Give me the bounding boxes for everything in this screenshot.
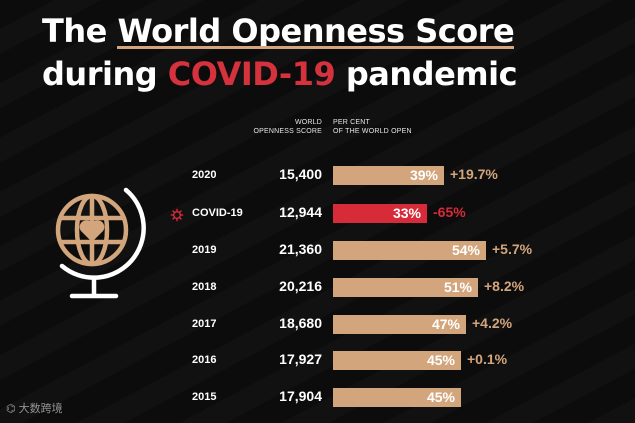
chart-row: 2015 17,904 45% [0,387,635,409]
percent-bar: 33% [333,204,427,223]
chart-row: 2020 15,400 39% +19.7% [0,165,635,187]
title-prefix: The [42,12,118,50]
row-label: 2018 [192,281,217,293]
watermark: ⌬ 大数跨境 [6,400,63,416]
chart-row: 2019 21,360 54% +5.7% [0,240,635,262]
title-covid-highlight: COVID-19 [167,55,336,93]
percent-bar: 45% [333,388,461,407]
chart-row: 2017 18,680 47% +4.2% [0,314,635,336]
chart-row: 2016 17,927 45% +0.1% [0,350,635,372]
openness-score-value: 15,400 [279,166,322,182]
openness-score-value: 17,927 [279,351,322,367]
row-label: 2019 [192,244,217,256]
change-label: +4.2% [472,315,513,331]
percent-bar: 51% [333,278,478,297]
openness-score-value: 21,360 [279,241,322,257]
change-label: +19.7% [450,166,498,182]
openness-score-value: 18,680 [279,315,322,331]
title-highlight: World Openness Score [117,10,515,53]
title-line-1: The World Openness Score [42,10,515,53]
change-label: -65% [433,204,466,220]
openness-score-value: 17,904 [279,388,322,404]
percent-bar: 47% [333,315,466,334]
title-line-2: during COVID-19 pandemic [42,55,518,93]
percent-bar: 54% [333,241,486,260]
change-label: +0.1% [467,351,508,367]
chart-row: 2018 20,216 51% +8.2% [0,277,635,299]
percent-label: 47% [431,316,460,332]
chart-row: COVID-19 12,944 33% -65% [0,203,635,225]
header-percent-open: PER CENT OF THE WORLD OPEN [333,118,412,136]
header-pct-line-2: OF THE WORLD OPEN [333,128,412,135]
percent-label: 45% [426,389,455,405]
header-pct-line-1: PER CENT [333,119,370,126]
openness-score-value: 12,944 [279,204,322,220]
header-score-line-2: OPENNESS SCORE [253,128,322,135]
change-label: +5.7% [492,241,533,257]
percent-label: 51% [443,279,472,295]
header-openness-score: WORLD OPENNESS SCORE [253,118,322,136]
row-label: 2015 [192,391,217,403]
row-label: 2020 [192,169,217,181]
percent-bar: 45% [333,351,461,370]
chart-title: The World Openness Score during COVID-19… [42,10,518,96]
title-line2-prefix: during [42,55,168,93]
percent-label: 54% [451,242,480,258]
globe-heart-icon [55,187,146,299]
virus-icon [170,208,184,222]
openness-score-value: 20,216 [279,278,322,294]
percent-label: 39% [409,167,438,183]
watermark-text: 大数跨境 [18,403,63,415]
percent-bar: 39% [333,166,444,185]
watermark-logo-icon: ⌬ [6,403,16,415]
row-label: COVID-19 [192,207,243,219]
row-label: 2016 [192,354,217,366]
header-score-line-1: WORLD [294,119,322,126]
title-line2-suffix: pandemic [335,55,518,93]
change-label: +8.2% [484,278,525,294]
row-label: 2017 [192,318,217,330]
percent-label: 45% [426,352,455,368]
percent-label: 33% [392,205,421,221]
